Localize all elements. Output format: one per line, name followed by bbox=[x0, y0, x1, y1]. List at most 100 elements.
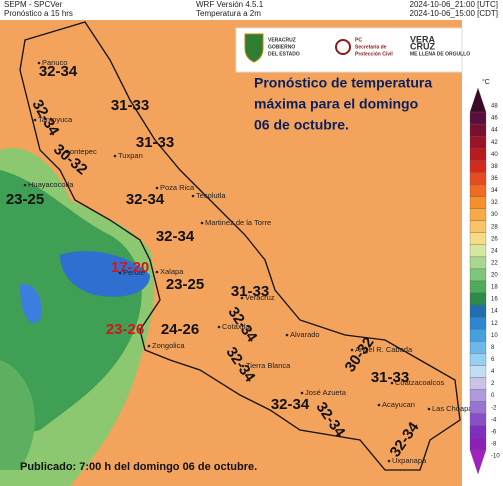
city-dot bbox=[65, 150, 69, 154]
city-label: Huayacocotla bbox=[28, 180, 74, 189]
temperature-range: 32-34 bbox=[126, 191, 165, 208]
logo-text: GOBIERNO bbox=[268, 44, 295, 50]
colorbar-swatch bbox=[469, 172, 487, 185]
city-label: Cotaxtla bbox=[222, 322, 250, 331]
footer: Publicado: 7:00 h del domingo 06 de octu… bbox=[20, 461, 257, 473]
header-left: Pronóstico a 15 hrs bbox=[4, 9, 73, 18]
header-center: Temperatura a 2m bbox=[196, 9, 261, 18]
header-right: 2024-10-06_15:00 [CDT] bbox=[410, 9, 499, 18]
colorbar-swatch bbox=[469, 160, 487, 173]
colorbar-swatch bbox=[469, 111, 487, 125]
colorbar-tick-label: 38 bbox=[491, 164, 498, 170]
colorbar-tick-label: 30 bbox=[491, 212, 498, 218]
logo-text: Protección Civil bbox=[355, 51, 393, 57]
city-dot bbox=[427, 407, 431, 411]
city-label: Zongolica bbox=[152, 341, 185, 350]
city-dot bbox=[200, 221, 204, 225]
colorbar-swatch bbox=[469, 196, 487, 209]
city-label: Xalapa bbox=[160, 267, 184, 276]
colorbar-swatch bbox=[469, 208, 487, 221]
colorbar-swatch bbox=[469, 280, 487, 294]
colorbar-swatch bbox=[469, 244, 487, 258]
city-dot bbox=[147, 344, 151, 348]
colorbar-tick-label: 10 bbox=[491, 333, 498, 339]
temperature-range: 31-33 bbox=[231, 283, 269, 300]
colorbar-tick-label: 48 bbox=[491, 104, 498, 110]
colorbar-swatch bbox=[469, 184, 487, 197]
colorbar-tick-label: 16 bbox=[491, 297, 498, 303]
colorbar-swatch bbox=[469, 401, 487, 414]
pc-logo bbox=[335, 39, 351, 55]
city-label: Tierra Blanca bbox=[246, 361, 291, 370]
colorbar-swatch bbox=[469, 148, 487, 161]
cool-zone bbox=[0, 148, 155, 486]
colorbar-tick-label: 40 bbox=[491, 152, 498, 158]
temperature-range: 31-33 bbox=[111, 97, 149, 114]
logo-text: DEL ESTADO bbox=[268, 51, 300, 57]
header-left: SEPM - SPCVer bbox=[4, 0, 63, 9]
temperature-range: 31-33 bbox=[371, 369, 409, 386]
colorbar-tick-label: -8 bbox=[491, 441, 497, 447]
colorbar-tick-label: 44 bbox=[491, 128, 498, 134]
map-title: máxima para el domingo bbox=[254, 96, 418, 112]
colorbar-unit: °C bbox=[482, 78, 490, 86]
logo-text: CRUZ bbox=[410, 41, 435, 51]
city-dot bbox=[285, 333, 289, 337]
city-label: Las Choapas bbox=[432, 404, 476, 413]
colorbar-tick-label: 0 bbox=[491, 393, 495, 399]
colorbar-swatch bbox=[469, 136, 487, 149]
colorbar-swatch bbox=[469, 268, 487, 282]
header-center: WRF Versión 4.5.1 bbox=[196, 0, 264, 9]
city-label: Panuco bbox=[42, 58, 67, 67]
logo-text: VERACRUZ bbox=[268, 37, 296, 43]
temperature-range: 23-25 bbox=[6, 191, 44, 208]
temperature-range: 17-20 bbox=[111, 259, 149, 276]
colorbar-swatch bbox=[469, 437, 487, 451]
city-dot bbox=[300, 391, 304, 395]
colorbar-tick-label: 4 bbox=[491, 369, 495, 375]
city-label: Tantoyuca bbox=[38, 115, 73, 124]
logo-text: PC bbox=[355, 37, 362, 43]
colorbar-tick-label: 14 bbox=[491, 309, 498, 315]
city-label: Martinez de la Torre bbox=[205, 218, 271, 227]
colorbar-tick-label: -2 bbox=[491, 405, 497, 411]
colorbar-swatch bbox=[469, 220, 487, 233]
colorbar-tick-label: 20 bbox=[491, 273, 498, 279]
colorbar-tick-label: -10 bbox=[491, 454, 500, 460]
city-label: Perote bbox=[123, 268, 145, 277]
header-right: 2024-10-06_21:00 [UTC] bbox=[410, 0, 499, 9]
city-label: Uxpanapa bbox=[392, 456, 427, 465]
city-label: Poza Rica bbox=[160, 183, 195, 192]
colorbar-tick-label: 22 bbox=[491, 260, 498, 266]
city-dot bbox=[241, 364, 245, 368]
city-dot bbox=[390, 381, 394, 385]
logo-text: VERA bbox=[410, 34, 436, 44]
colorbar-tick-label: 32 bbox=[491, 200, 498, 206]
city-label: ontepec bbox=[70, 147, 97, 156]
colorbar-tick-label: 12 bbox=[491, 321, 498, 327]
city-dot bbox=[191, 194, 195, 198]
colorbar-tick-label: 2 bbox=[491, 381, 495, 387]
city-dot bbox=[217, 325, 221, 329]
colorbar-tick-label: 6 bbox=[491, 357, 495, 363]
colorbar-swatch bbox=[469, 341, 487, 354]
city-dot bbox=[23, 183, 27, 187]
city-label: Coatzacoalcos bbox=[395, 378, 444, 387]
colorbar-swatch bbox=[469, 377, 487, 390]
colorbar-tick-label: 34 bbox=[491, 188, 498, 194]
city-dot bbox=[377, 403, 381, 407]
colorbar-tick-label: 46 bbox=[491, 116, 498, 122]
colorbar-swatch bbox=[469, 123, 487, 137]
colorbar-swatch bbox=[469, 365, 487, 378]
city-label: Veracruz bbox=[245, 293, 275, 302]
city-dot bbox=[37, 61, 41, 65]
logo-text: Secretaría de bbox=[355, 44, 387, 50]
colorbar-swatch bbox=[469, 232, 487, 245]
city-dot bbox=[155, 186, 159, 190]
colorbar-tick-label: 26 bbox=[491, 236, 498, 242]
map-title: Pronóstico de temperatura bbox=[254, 75, 432, 91]
map-title: 06 de octubre. bbox=[254, 117, 349, 133]
city-label: Tuxpan bbox=[118, 151, 143, 160]
colorbar-tick-label: 36 bbox=[491, 176, 498, 182]
colorbar-swatch bbox=[469, 329, 487, 342]
